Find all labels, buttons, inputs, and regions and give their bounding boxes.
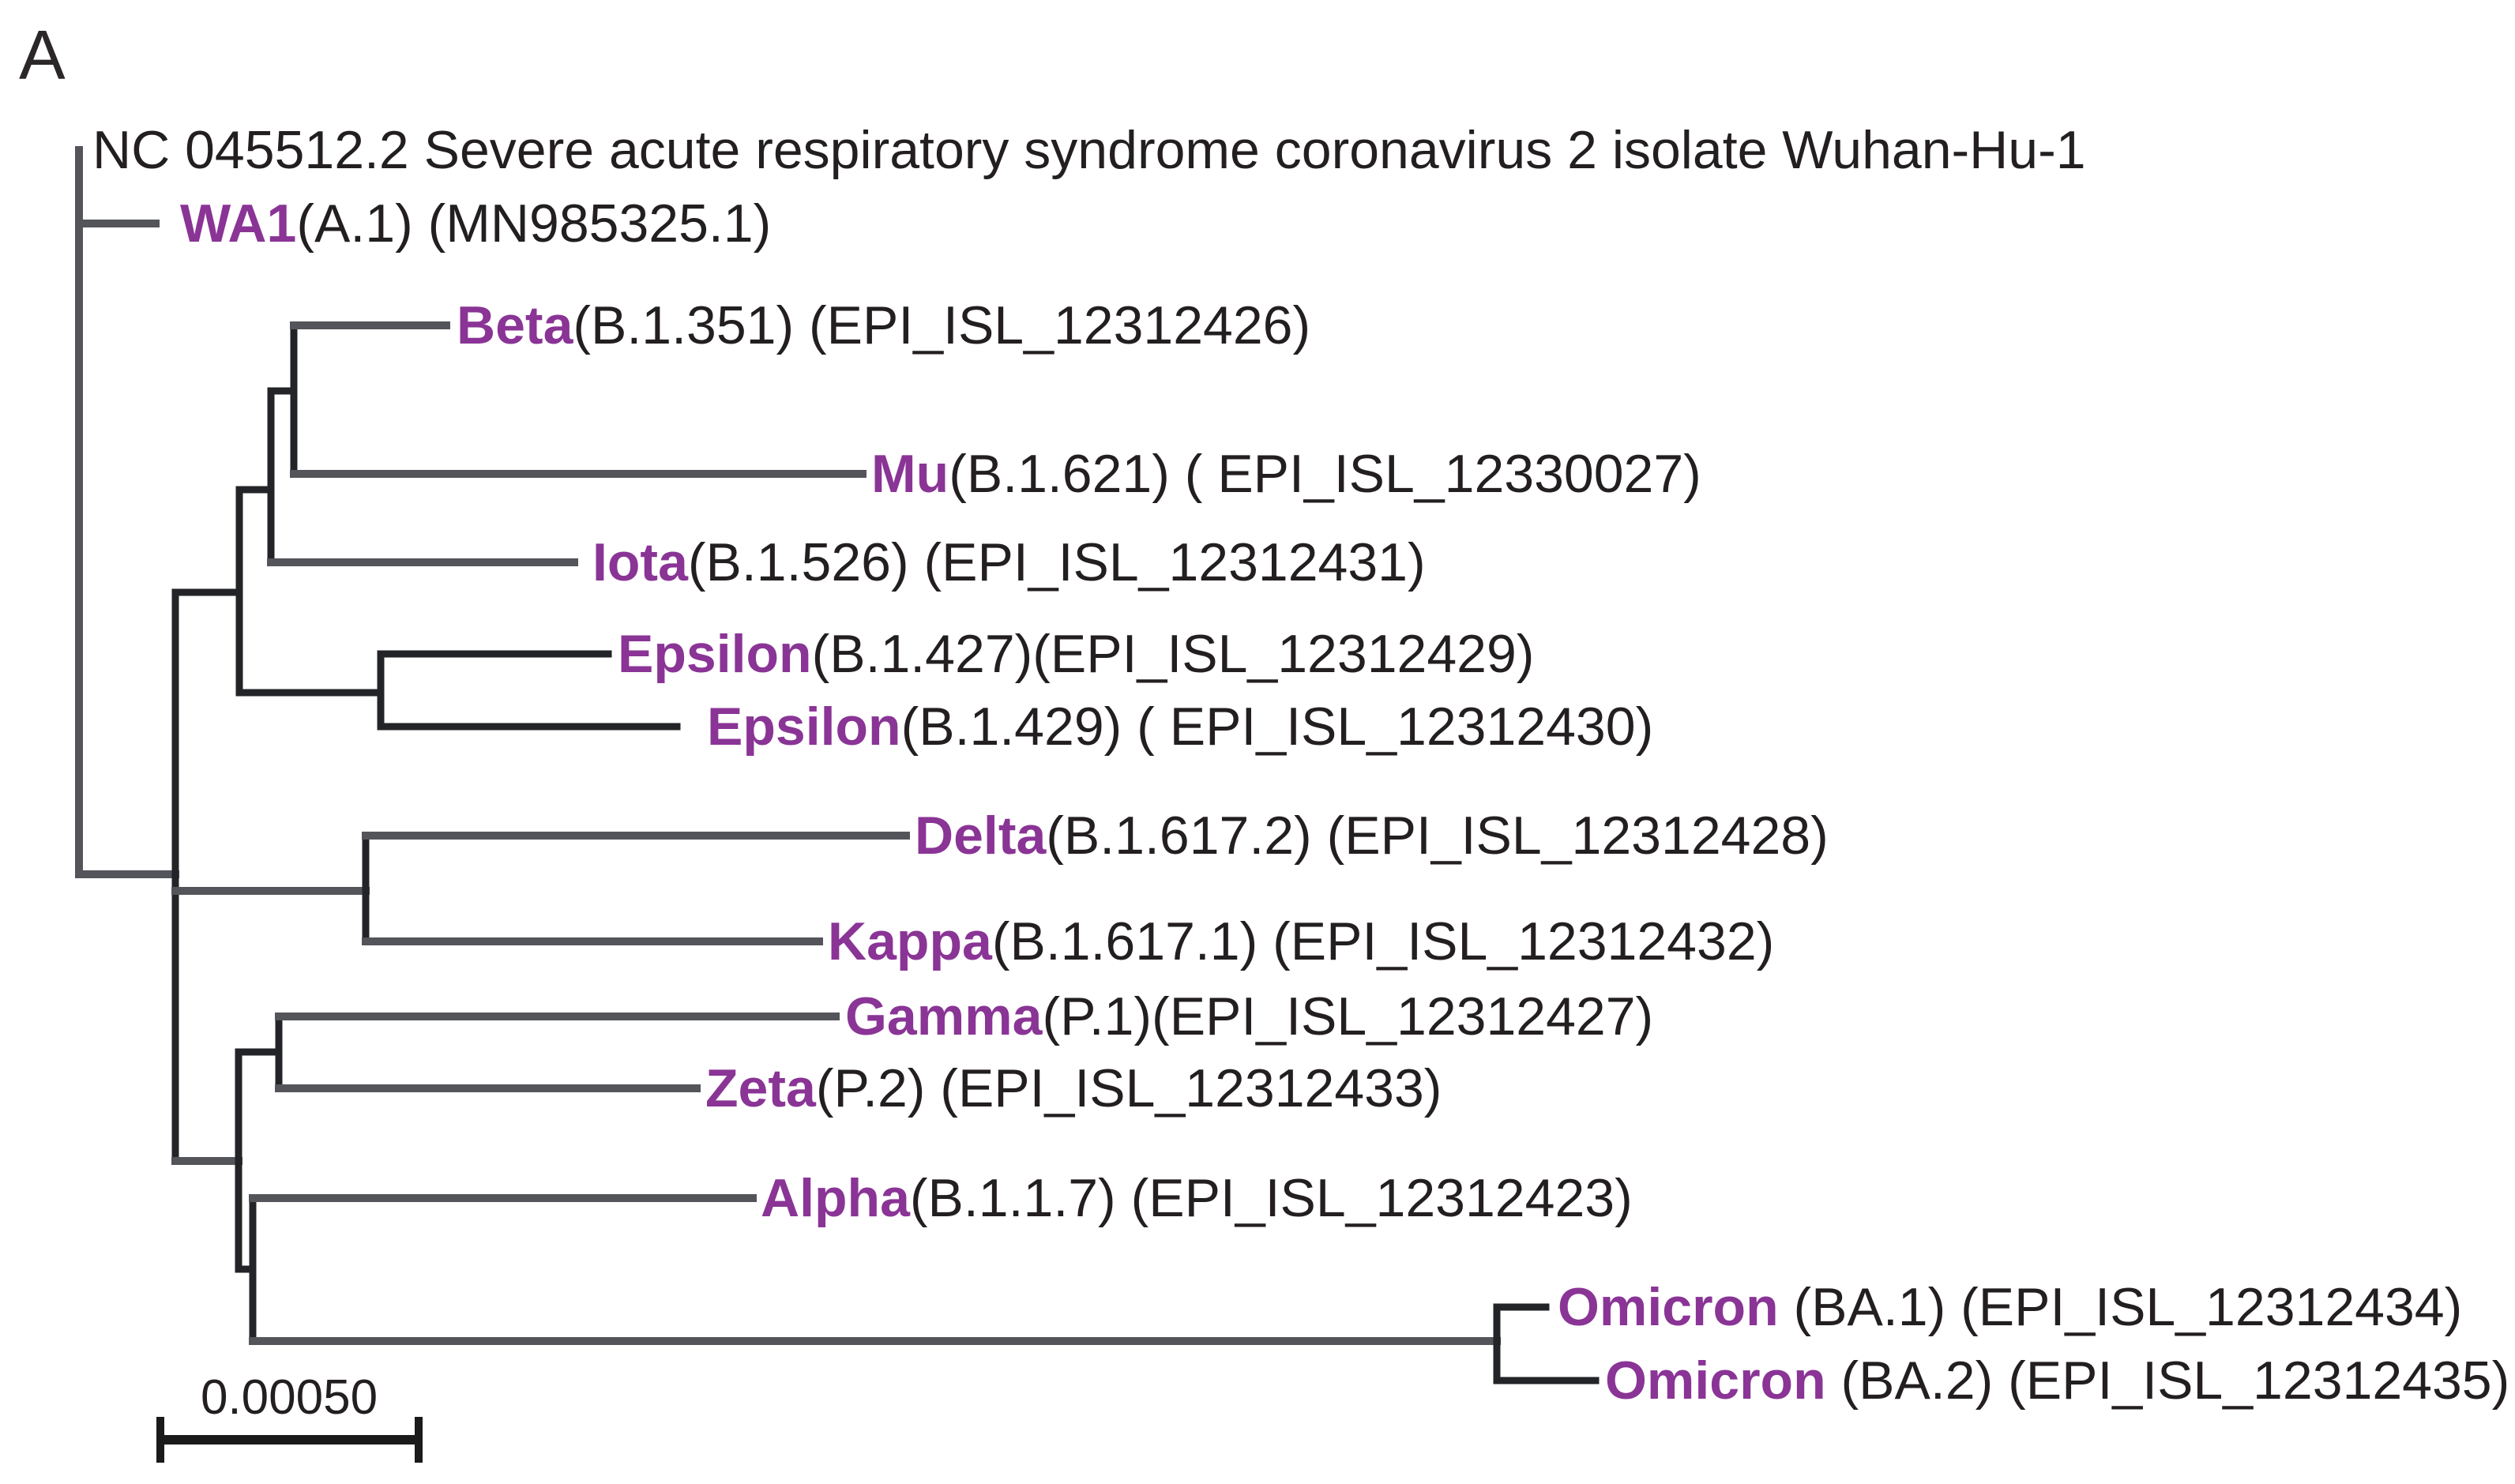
variant-name: Kappa — [828, 911, 993, 971]
lineage-and-accession: (B.1.429) ( EPI_ISL_12312430) — [901, 697, 1654, 757]
taxon-label-delta: Delta(B.1.617.2) (EPI_ISL_12312428) — [915, 806, 1829, 866]
variant-name: Epsilon — [707, 697, 901, 757]
variant-name: Omicron — [1558, 1277, 1779, 1337]
variant-name: Delta — [915, 806, 1047, 866]
taxon-label-epsilon-b1429: Epsilon(B.1.429) ( EPI_ISL_12312430) — [707, 697, 1653, 757]
scale-bar: 0.00050 — [156, 1370, 423, 1463]
taxon-label-omicron-ba1: Omicron (BA.1) (EPI_ISL_12312434) — [1558, 1277, 2462, 1337]
panel-label: A — [19, 16, 66, 94]
lineage-and-accession: (B.1.526) (EPI_ISL_12312431) — [688, 532, 1426, 592]
variant-name: Mu — [871, 444, 949, 504]
lineage-and-accession: (B.1.621) ( EPI_ISL_12330027) — [949, 444, 1701, 504]
lineage-and-accession: (B.1.617.1) (EPI_ISL_12312432) — [992, 911, 1774, 971]
lineage-and-accession: (B.1.617.2) (EPI_ISL_12312428) — [1046, 806, 1828, 866]
variant-name: Alpha — [761, 1168, 911, 1228]
taxon-label-beta: Beta(B.1.351) (EPI_ISL_12312426) — [457, 295, 1310, 355]
scale-bar-label: 0.00050 — [201, 1370, 378, 1425]
taxon-label-epsilon-b1427: Epsilon(B.1.427)(EPI_ISL_12312429) — [618, 624, 1534, 684]
variant-name: Omicron — [1605, 1351, 1826, 1411]
lineage-and-accession: (B.1.351) (EPI_ISL_12312426) — [573, 295, 1310, 355]
variant-name: Gamma — [845, 986, 1043, 1046]
lineage-and-accession: (BA.2) (EPI_ISL_12312435) — [1826, 1351, 2510, 1411]
taxon-labels: WA1(A.1) (MN985325.1) Beta(B.1.351) (EPI_… — [180, 193, 2509, 1411]
lineage-and-accession: (B.1.427)(EPI_ISL_12312429) — [812, 624, 1535, 684]
lineage-and-accession: (B.1.1.7) (EPI_ISL_12312423) — [910, 1168, 1633, 1228]
taxon-label-gamma: Gamma(P.1)(EPI_ISL_12312427) — [845, 986, 1653, 1046]
tree-branches — [75, 146, 1600, 1384]
taxon-label-iota: Iota(B.1.526) (EPI_ISL_12312431) — [592, 532, 1426, 592]
variant-name: WA1 — [180, 193, 296, 254]
variant-name: Iota — [592, 532, 689, 592]
lineage-and-accession: (P.1)(EPI_ISL_12312427) — [1042, 986, 1653, 1046]
taxon-label-zeta: Zeta(P.2) (EPI_ISL_12312433) — [705, 1058, 1442, 1118]
lineage-and-accession: (P.2) (EPI_ISL_12312433) — [816, 1058, 1442, 1118]
taxon-label-mu: Mu(B.1.621) ( EPI_ISL_12330027) — [871, 444, 1701, 504]
variant-name: Epsilon — [618, 624, 812, 684]
variant-name: Zeta — [705, 1058, 817, 1118]
taxon-label-alpha: Alpha(B.1.1.7) (EPI_ISL_12312423) — [761, 1168, 1633, 1228]
taxon-label-reference-wuhan-hu-1: NC 045512.2 Severe acute respiratory syn… — [92, 120, 2086, 180]
taxon-label-wa1: WA1(A.1) (MN985325.1) — [180, 193, 771, 254]
lineage-and-accession: (A.1) (MN985325.1) — [296, 193, 771, 254]
taxon-label-kappa: Kappa(B.1.617.1) (EPI_ISL_12312432) — [828, 911, 1774, 971]
variant-name: Beta — [457, 295, 574, 355]
taxon-label-omicron-ba2: Omicron (BA.2) (EPI_ISL_12312435) — [1605, 1351, 2509, 1411]
lineage-and-accession: (BA.1) (EPI_ISL_12312434) — [1779, 1277, 2463, 1337]
